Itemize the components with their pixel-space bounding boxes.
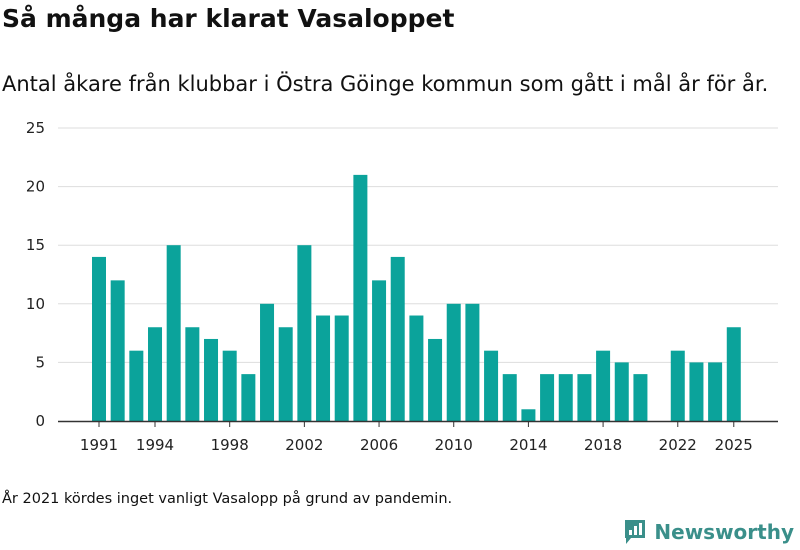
x-tick-label: 2018	[584, 436, 622, 454]
bar-1998	[222, 350, 237, 421]
bar-2009	[428, 338, 443, 421]
bars	[92, 174, 741, 421]
y-tick-label: 0	[35, 412, 45, 430]
x-tick-label: 2014	[509, 436, 547, 454]
bar-1995	[166, 245, 181, 421]
bar-2023	[689, 362, 704, 421]
y-tick-label: 25	[26, 119, 45, 137]
chart-subtitle: Antal åkare från klubbar i Östra Göinge …	[2, 72, 769, 96]
brand-name: Newsworthy	[654, 520, 794, 544]
bar-1999	[241, 374, 256, 421]
bar-2008	[409, 315, 424, 421]
bar-2024	[708, 362, 723, 421]
bar-2014	[521, 409, 536, 421]
x-tick-label: 2006	[360, 436, 398, 454]
bar-1994	[148, 327, 163, 421]
bar-2016	[558, 374, 573, 421]
y-tick-label: 20	[26, 178, 45, 196]
bar-2020	[633, 374, 648, 421]
x-tick-label: 2010	[435, 436, 473, 454]
x-tick-label: 2025	[715, 436, 753, 454]
bar-2002	[297, 245, 312, 421]
bar-2017	[577, 374, 592, 421]
brand-logo[interactable]: Newsworthy	[623, 518, 794, 546]
bar-1992	[110, 280, 125, 421]
bar-2010	[446, 303, 461, 421]
x-tick-label: 1998	[211, 436, 249, 454]
bar-2005	[353, 174, 368, 421]
bar-2004	[334, 315, 349, 421]
y-axis-ticks: 0 5 10 15 20 25	[26, 119, 45, 430]
bar-2012	[484, 350, 499, 421]
bar-2001	[278, 327, 293, 421]
bar-1996	[185, 327, 200, 421]
y-tick-label: 15	[26, 236, 45, 254]
x-tick-label: 1994	[136, 436, 174, 454]
footnote: År 2021 kördes inget vanligt Vasalopp på…	[2, 491, 453, 507]
bar-2011	[465, 303, 480, 421]
bar-1993	[129, 350, 144, 421]
newsworthy-logo-icon	[625, 520, 646, 544]
x-tick-label: 2022	[659, 436, 697, 454]
y-tick-label: 10	[26, 295, 45, 313]
x-tick-label: 1991	[80, 436, 118, 454]
bar-2025	[726, 327, 741, 421]
bar-2018	[596, 350, 611, 421]
bar-1997	[204, 338, 219, 421]
bar-2015	[540, 374, 555, 421]
bar-2022	[670, 350, 685, 421]
bar-2019	[614, 362, 629, 421]
bar-2013	[502, 374, 517, 421]
bar-2003	[316, 315, 331, 421]
y-tick-label: 5	[35, 353, 45, 371]
x-tick-label: 2002	[285, 436, 323, 454]
bar-1991	[92, 256, 106, 421]
chart-title: Så många har klarat Vasaloppet	[2, 4, 455, 33]
bar-2006	[372, 280, 387, 421]
x-axis-ticks: 1991 1994 1998 2002 2006 2010 2014 2018 2022 2025	[80, 421, 753, 454]
bar-2007	[390, 256, 405, 421]
bar-2000	[260, 303, 275, 421]
